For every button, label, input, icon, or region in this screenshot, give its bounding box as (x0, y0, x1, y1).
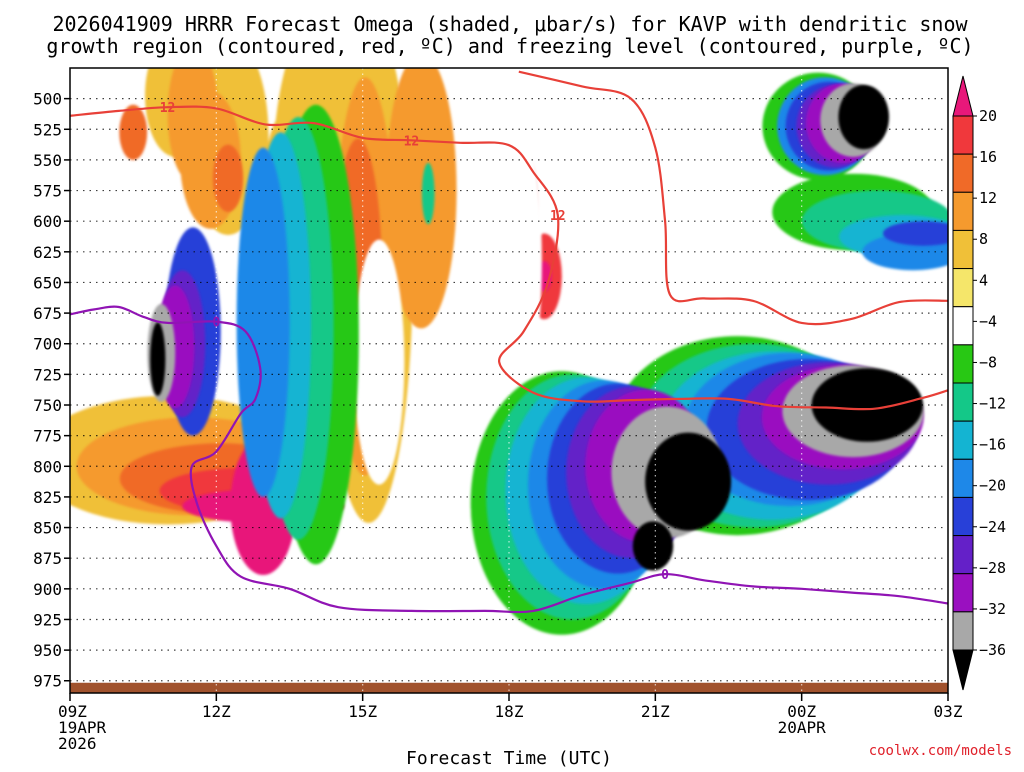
colorbar-top-arrow (952, 75, 974, 117)
shade-blob-black-cores-4 (632, 521, 674, 571)
colorbar-label-1: 16 (979, 148, 997, 166)
colorbar-label-7: −12 (979, 395, 1006, 413)
y-tick-label-950: 950 (33, 641, 62, 660)
y-tick-label-600: 600 (33, 212, 62, 231)
colorbar-label-12: −32 (979, 600, 1006, 618)
colorbar-box-5 (952, 306, 974, 346)
shade-blob-gold-band-2 (385, 68, 457, 329)
colorbar-box-9 (952, 458, 974, 498)
y-tick-label-725: 725 (33, 365, 62, 384)
colorbar-label-5: −4 (979, 312, 997, 330)
x-tick-label-12-0: 21Z (641, 702, 670, 721)
contour-label-dgz-upper-12c-2: 12 (550, 209, 566, 224)
colorbar-label-13: −36 (979, 641, 1006, 659)
shade-blob-white-gap-1 (353, 239, 405, 485)
source-credit: coolwx.com/models (869, 743, 1012, 759)
colorbar-box-3 (952, 229, 974, 270)
y-tick-label-650: 650 (33, 273, 62, 292)
shade-blob-sky-band-0 (236, 147, 290, 497)
chart-title-line-2: growth region (contoured, red, ºC) and f… (46, 34, 973, 58)
shade-blob-black-cores-0 (150, 322, 166, 396)
colorbar-box-6 (952, 344, 974, 384)
y-tick-label-875: 875 (33, 549, 62, 568)
x-tick-label-9-0: 18Z (495, 702, 524, 721)
shade-blob-black-cores-3 (811, 368, 923, 442)
colorbar-box-1 (952, 153, 974, 193)
x-tick-label-15-1: 20APR (778, 718, 827, 737)
colorbar-bottom-arrow (952, 649, 974, 691)
y-tick-label-775: 775 (33, 427, 62, 446)
colorbar-label-11: −28 (979, 559, 1006, 577)
y-tick-label-525: 525 (33, 120, 62, 139)
y-axis-pressure: 500 525 550 575 600 625 650 675 700 725 750 775 800 8… (33, 90, 70, 691)
shade-blob-gold-band-4 (167, 68, 219, 183)
colorbar-box-8 (952, 420, 974, 460)
colorbar-box-13 (952, 611, 974, 651)
x-tick-label-18-0: 03Z (934, 702, 963, 721)
surface-band (70, 682, 948, 693)
y-tick-label-500: 500 (33, 90, 62, 109)
contour-dgz-right-12c (518, 70, 948, 326)
x-tick-label-15-0: 00Z (787, 702, 816, 721)
x-tick-label-0-2: 2026 (58, 734, 97, 753)
colorbar-box-0 (952, 115, 974, 155)
shade-blob-white-gap-2 (383, 521, 445, 644)
shade-blob-black-cores-1 (645, 432, 732, 531)
y-tick-label-750: 750 (33, 396, 62, 415)
shade-blob-black-cores-2 (838, 84, 889, 150)
y-tick-label-575: 575 (33, 182, 62, 201)
contour-label-dgz-upper-12c-0: 12 (160, 101, 176, 116)
contour-dgz-upper-12c (70, 105, 948, 411)
x-tick-label-3-0: 12Z (202, 702, 231, 721)
omega-colorbar: 20 16 12 8 4 −4 −8 −12 −16 −20 −24 −28 −32 −36 (952, 75, 1006, 691)
colorbar-box-2 (952, 191, 974, 231)
colorbar-label-10: −24 (979, 518, 1006, 536)
contour-freezing-level-0c (70, 305, 948, 614)
y-tick-label-625: 625 (33, 243, 62, 262)
x-tick-label-6-0: 15Z (348, 702, 377, 721)
y-tick-label-700: 700 (33, 335, 62, 354)
x-tick-label-0-1: 19APR (58, 718, 107, 737)
y-tick-label-675: 675 (33, 304, 62, 323)
y-tick-label-550: 550 (33, 151, 62, 170)
x-tick-label-0-0: 09Z (58, 702, 87, 721)
colorbar-label-2: 12 (979, 189, 997, 207)
y-tick-label-825: 825 (33, 488, 62, 507)
y-tick-label-850: 850 (33, 519, 62, 538)
y-tick-label-900: 900 (33, 580, 62, 599)
colorbar-box-7 (952, 382, 974, 422)
chart-title-line-1: 2026041909 HRRR Forecast Omega (shaded, … (52, 12, 968, 36)
y-tick-label-925: 925 (33, 610, 62, 629)
y-tick-label-975: 975 (33, 672, 62, 691)
colorbar-label-0: 20 (979, 107, 997, 125)
colorbar-box-12 (952, 573, 974, 613)
shade-blob-orange-cores-4 (212, 144, 244, 212)
colorbar-label-9: −20 (979, 477, 1006, 495)
surface-ground-band (70, 682, 948, 693)
temperature-contours: 12 12 12 0 0 (70, 70, 948, 614)
colorbar-label-4: 4 (979, 271, 988, 289)
shade-blob-orange-cores-3 (119, 104, 148, 160)
contour-label-freezing-level-0c-1: 0 (661, 568, 669, 583)
y-tick-label-800: 800 (33, 457, 62, 476)
shade-black-cores (150, 84, 923, 571)
colorbar-box-10 (952, 496, 974, 537)
contour-label-freezing-level-0c-0: 0 (212, 316, 220, 331)
colorbar-label-8: −16 (979, 436, 1006, 454)
colorbar-box-4 (952, 268, 974, 308)
x-axis-title: Forecast Time (UTC) (406, 748, 612, 768)
shade-blob-teal-band-4 (421, 162, 435, 225)
colorbar-box-11 (952, 535, 974, 575)
shade-blob-blue-band-4 (882, 221, 948, 246)
shade-blob-white-gap-3 (636, 94, 698, 140)
colorbar-label-6: −8 (979, 353, 997, 371)
contour-label-dgz-upper-12c-1: 12 (404, 134, 420, 149)
colorbar-label-3: 8 (979, 230, 988, 248)
